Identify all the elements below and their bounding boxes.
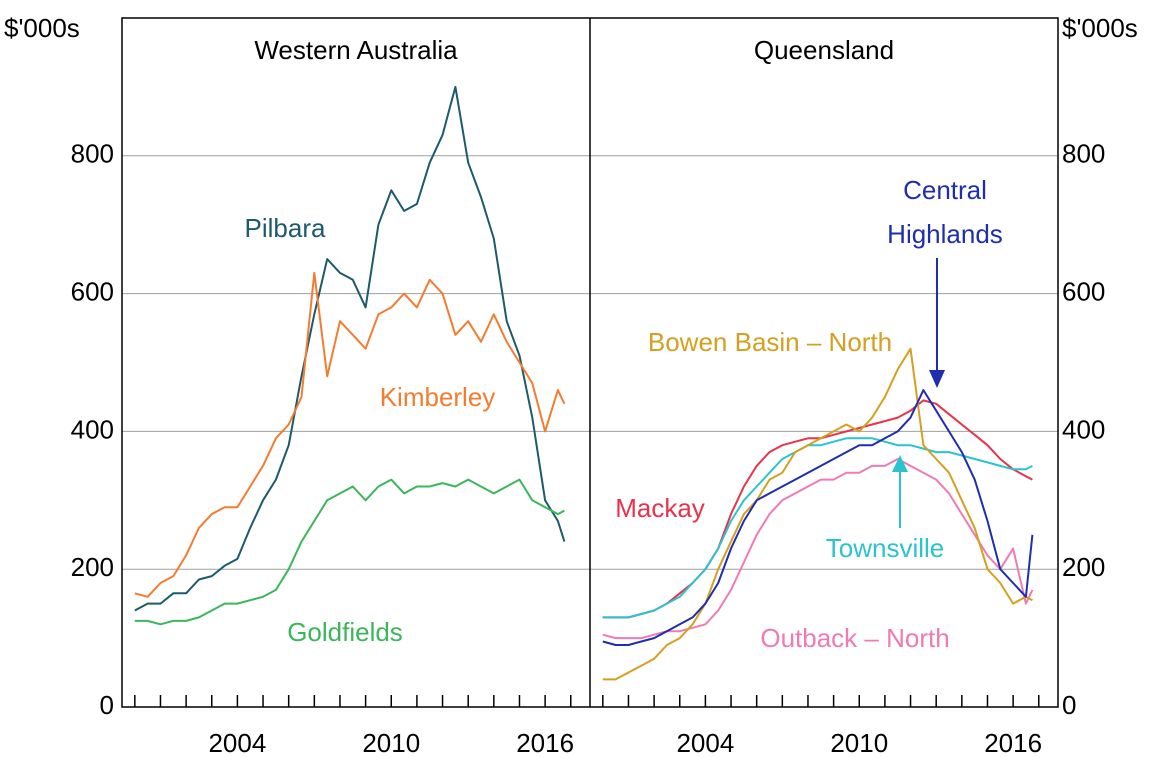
y-tick-label: 800: [71, 139, 114, 169]
x-tick-label: 2004: [676, 728, 734, 758]
series-line: [134, 271, 566, 598]
y-tick-label: 600: [71, 276, 114, 306]
x-tick-label: 2016: [984, 728, 1042, 758]
y-tick-label: 600: [1062, 276, 1105, 306]
panel-title: Western Australia: [254, 35, 458, 65]
y-tick-label: 400: [1062, 414, 1105, 444]
x-tick-label: 2016: [516, 728, 574, 758]
series-label: Bowen Basin – North: [647, 327, 893, 357]
y-tick-label: 0: [100, 690, 114, 720]
series-line: [602, 347, 1033, 681]
y-axis-unit: $'000s: [4, 13, 80, 43]
series-layer: [134, 85, 1034, 681]
series-label: Kimberley: [379, 382, 496, 412]
series-line: [134, 478, 565, 626]
y-tick-label: 200: [71, 552, 114, 582]
series-line: [602, 458, 1034, 640]
series-label: Mackay: [615, 493, 705, 523]
series-line: [134, 85, 566, 612]
series-label: Goldfields: [287, 617, 403, 647]
y-axis-unit: $'000s: [1062, 13, 1138, 43]
series-label: Townsville: [825, 533, 945, 563]
y-tick-label: 0: [1062, 690, 1076, 720]
arrowhead: [929, 370, 945, 388]
y-tick-label: 800: [1062, 139, 1105, 169]
series-label: Central Highlands: [887, 175, 1003, 249]
arrowhead: [892, 455, 908, 472]
x-tick-label: 2010: [830, 728, 888, 758]
panel-title: Queensland: [754, 35, 894, 65]
x-tick-label: 2010: [362, 728, 420, 758]
y-tick-label: 200: [1062, 552, 1105, 582]
series-label: Pilbara: [244, 213, 326, 243]
series-line: [602, 389, 1034, 646]
x-tick-label: 2004: [208, 728, 266, 758]
series-label: Outback – North: [760, 623, 950, 653]
series-line: [602, 437, 1033, 619]
y-tick-label: 400: [71, 414, 114, 444]
